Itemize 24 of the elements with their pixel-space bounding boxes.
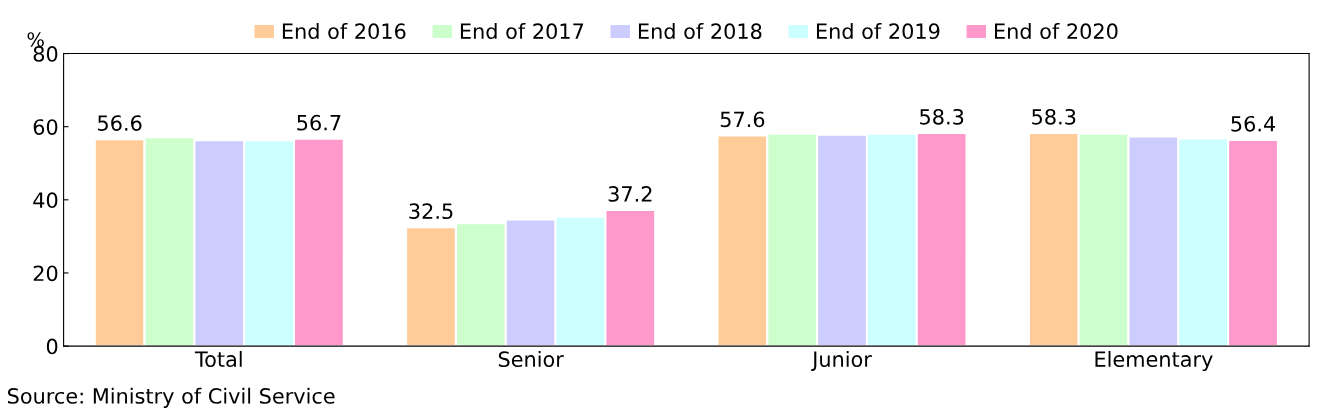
legend-label: End of 2018 (638, 22, 762, 40)
source-note: Source: Ministry of Civil Service (8, 387, 335, 408)
data-label: 32.5 (409, 203, 453, 220)
legend-label: End of 2019 (816, 22, 940, 40)
x-tick-label: Senior (498, 350, 564, 368)
data-label: 56.4 (1231, 115, 1276, 132)
y-tick-label: 0 (46, 338, 58, 355)
y-tick-label: 40 (33, 192, 58, 209)
legend-label: End of 2017 (460, 22, 584, 40)
data-label: 56.6 (98, 115, 142, 131)
data-label: 57.6 (720, 111, 765, 128)
y-tick-label: 60 (33, 119, 58, 135)
x-tick-label: Total (194, 350, 242, 368)
y-tick-label: 80 (33, 46, 58, 62)
data-label: 58.3 (920, 108, 964, 125)
data-label: 56.7 (297, 114, 341, 131)
x-tick-label: Elementary (1095, 350, 1213, 372)
legend-label: End of 2016 (282, 22, 406, 40)
y-tick-label: 20 (33, 265, 58, 282)
data-label: 58.3 (1032, 108, 1076, 125)
y-axis-title: % (27, 32, 44, 47)
x-tick-label: Junior (811, 350, 872, 371)
legend-label: End of 2020 (995, 22, 1118, 40)
data-label: 37.2 (608, 186, 652, 202)
